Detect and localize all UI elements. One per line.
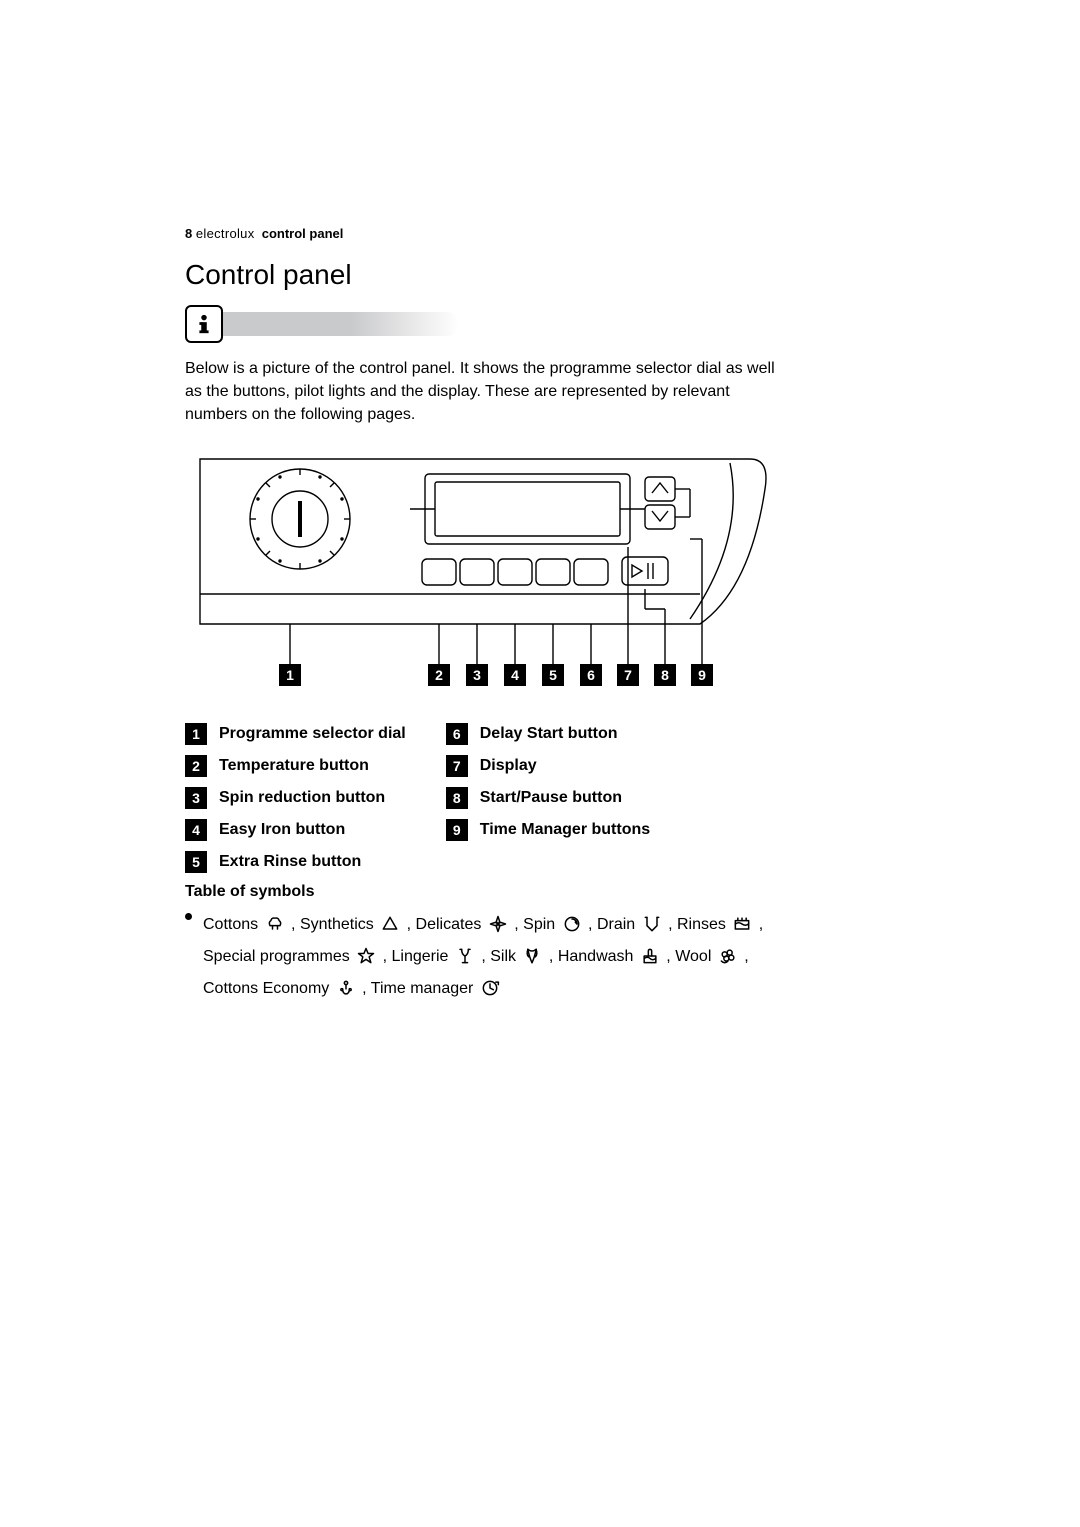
synthetics-icon xyxy=(380,914,400,934)
symbol-label: Delicates xyxy=(416,916,486,933)
legend-item: 5 Extra Rinse button xyxy=(185,851,406,873)
legend-item: 4 Easy Iron button xyxy=(185,819,406,841)
page-title: Control panel xyxy=(185,259,780,291)
symbol-label: Spin xyxy=(523,916,559,933)
header-section: control panel xyxy=(262,226,344,241)
svg-text:1: 1 xyxy=(286,667,294,683)
legend-label: Spin reduction button xyxy=(219,789,385,807)
page-number: 8 xyxy=(185,226,192,241)
legend-left-col: 1 Programme selector dial 2 Temperature but… xyxy=(185,723,406,873)
legend-label: Start/Pause button xyxy=(480,789,622,807)
handwash-icon xyxy=(640,946,660,966)
intro-text: Below is a picture of the control panel.… xyxy=(185,357,780,427)
legend-number-box: 2 xyxy=(185,755,207,777)
symbols-list: Cottons , Synthetics , Delicates , Spin … xyxy=(185,909,780,1005)
legend-number-box: 8 xyxy=(446,787,468,809)
economy-icon xyxy=(336,978,356,998)
info-callout xyxy=(185,305,780,343)
symbol-label: Wool xyxy=(675,948,716,965)
svg-text:3: 3 xyxy=(473,667,481,683)
legend-item: 2 Temperature button xyxy=(185,755,406,777)
legend-label: Delay Start button xyxy=(480,725,618,743)
svg-text:4: 4 xyxy=(511,667,519,683)
legend-label: Temperature button xyxy=(219,757,369,775)
legend-number-box: 4 xyxy=(185,819,207,841)
page-header: 8 electrolux control panel xyxy=(185,226,780,241)
symbol-label: Drain xyxy=(597,916,640,933)
legend-item: 1 Programme selector dial xyxy=(185,723,406,745)
symbol-label: Cottons xyxy=(203,916,263,933)
legend-label: Programme selector dial xyxy=(219,725,406,743)
legend-item: 6 Delay Start button xyxy=(446,723,650,745)
svg-text:5: 5 xyxy=(549,667,557,683)
legend-number-box: 6 xyxy=(446,723,468,745)
symbol-label: Synthetics xyxy=(300,916,378,933)
legend-label: Easy Iron button xyxy=(219,821,345,839)
brand-name: electrolux xyxy=(196,226,255,241)
svg-text:8: 8 xyxy=(661,667,669,683)
legend-number-box: 9 xyxy=(446,819,468,841)
legend-item: 9 Time Manager buttons xyxy=(446,819,650,841)
spin-icon xyxy=(562,914,582,934)
wool-icon xyxy=(718,946,738,966)
svg-text:7: 7 xyxy=(624,667,632,683)
legend-label: Extra Rinse button xyxy=(219,853,361,871)
legend-item: 8 Start/Pause button xyxy=(446,787,650,809)
symbol-label: Cottons Economy xyxy=(203,980,334,997)
symbol-label: Time manager xyxy=(371,980,478,997)
legend-item: 7 Display xyxy=(446,755,650,777)
legend-label: Time Manager buttons xyxy=(480,821,650,839)
legend-right-col: 6 Delay Start button 7 Display 8 Start/Pause … xyxy=(446,723,650,873)
lingerie-icon xyxy=(455,946,475,966)
info-icon xyxy=(185,305,223,343)
symbol-label: Lingerie xyxy=(392,948,453,965)
legend-number-box: 1 xyxy=(185,723,207,745)
legend-item: 3 Spin reduction button xyxy=(185,787,406,809)
symbol-label: Rinses xyxy=(677,916,730,933)
timemgr-icon xyxy=(480,978,500,998)
legend: 1 Programme selector dial 2 Temperature but… xyxy=(185,723,780,873)
cottons-icon xyxy=(265,914,285,934)
manual-page: 8 electrolux control panel Control panel… xyxy=(185,226,780,1005)
symbols-title: Table of symbols xyxy=(185,883,780,901)
gradient-bar xyxy=(219,312,459,336)
legend-label: Display xyxy=(480,757,537,775)
drain-icon xyxy=(642,914,662,934)
legend-number-box: 5 xyxy=(185,851,207,873)
silk-icon xyxy=(522,946,542,966)
svg-text:6: 6 xyxy=(587,667,595,683)
symbol-label: Silk xyxy=(490,948,520,965)
svg-text:9: 9 xyxy=(698,667,706,683)
symbol-label: Special programmes xyxy=(203,948,354,965)
legend-number-box: 7 xyxy=(446,755,468,777)
special-icon xyxy=(356,946,376,966)
control-panel-diagram: 1 2 3 4 5 6 7 8 9 xyxy=(190,449,775,709)
bullet-icon xyxy=(185,913,192,920)
svg-text:2: 2 xyxy=(435,667,443,683)
delicates-icon xyxy=(488,914,508,934)
legend-number-box: 3 xyxy=(185,787,207,809)
rinses-icon xyxy=(732,914,752,934)
symbol-label: Handwash xyxy=(558,948,638,965)
